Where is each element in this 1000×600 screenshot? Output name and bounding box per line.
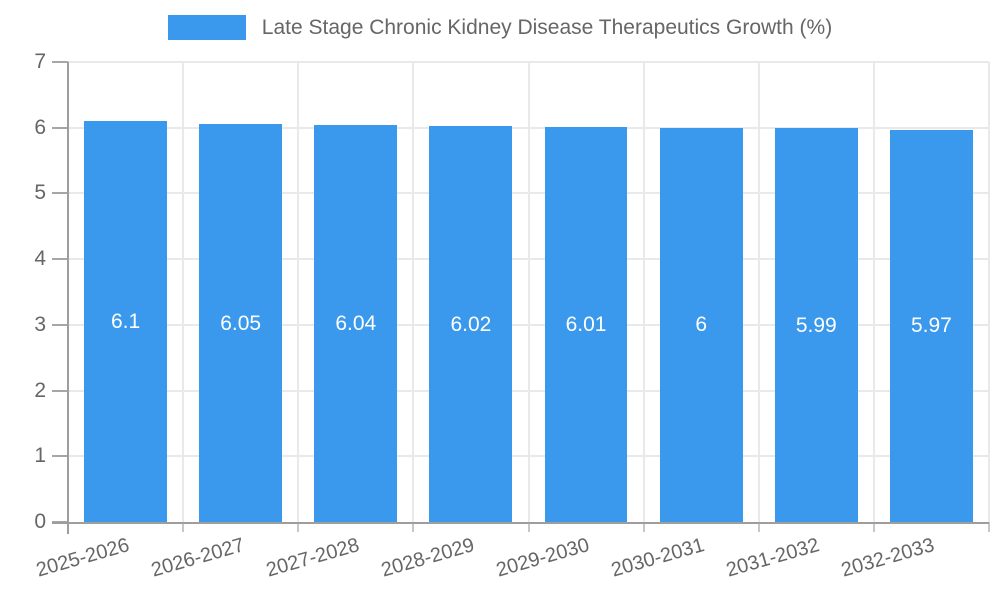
x-tick-label: 2031-2032 bbox=[724, 534, 823, 582]
bar-value-label: 5.97 bbox=[910, 314, 952, 338]
y-axis-tick bbox=[52, 258, 68, 261]
x-axis-tick bbox=[988, 522, 990, 532]
x-axis-tick bbox=[757, 522, 760, 532]
gridline-vertical bbox=[642, 62, 645, 522]
gridline-vertical bbox=[872, 62, 875, 522]
bar-value-label: 6.05 bbox=[220, 311, 262, 335]
x-tick-label: 2029-2030 bbox=[493, 534, 592, 582]
gridline-vertical bbox=[988, 62, 990, 522]
x-axis-tick bbox=[872, 522, 875, 532]
bar: 6.02 bbox=[429, 126, 513, 522]
x-tick-label: 2025-2026 bbox=[33, 534, 132, 582]
y-tick-label: 0 bbox=[34, 510, 46, 534]
gridline-vertical bbox=[527, 62, 530, 522]
y-axis-tick bbox=[52, 126, 68, 129]
x-axis-line bbox=[52, 522, 989, 524]
bar: 6.04 bbox=[314, 125, 398, 522]
x-tick-label: 2026-2027 bbox=[148, 534, 247, 582]
y-axis-tick bbox=[52, 323, 68, 326]
y-tick-label: 3 bbox=[34, 312, 46, 336]
bar-value-label: 6 bbox=[695, 313, 708, 337]
bar: 6 bbox=[659, 127, 743, 522]
y-tick-label: 7 bbox=[34, 50, 46, 74]
x-tick-label: 2028-2029 bbox=[378, 534, 477, 582]
bar-value-label: 6.04 bbox=[335, 312, 377, 336]
gridline-vertical bbox=[757, 62, 760, 522]
x-axis-tick bbox=[412, 522, 415, 532]
x-tick-label: 2030-2031 bbox=[608, 534, 707, 582]
y-axis-tick bbox=[52, 389, 68, 392]
x-axis-tick bbox=[297, 522, 300, 532]
y-tick-label: 5 bbox=[34, 181, 46, 205]
x-axis-tick bbox=[642, 522, 645, 532]
x-tick-label: 2027-2028 bbox=[263, 534, 362, 582]
bar: 5.97 bbox=[889, 129, 973, 522]
chart-legend-item[interactable]: Late Stage Chronic Kidney Disease Therap… bbox=[0, 15, 1000, 40]
gridline-vertical bbox=[297, 62, 300, 522]
y-tick-label: 1 bbox=[34, 444, 46, 468]
plot-area: 0 1 2 3 4 5 6 7 6.1 2025-2026 6.05 2026-2027 6.04 202… bbox=[33, 51, 990, 582]
bar: 6.1 bbox=[84, 121, 167, 522]
y-axis-tick bbox=[52, 192, 68, 195]
y-tick-label: 4 bbox=[34, 247, 46, 271]
x-axis-tick bbox=[527, 522, 530, 532]
y-axis-tick bbox=[52, 61, 68, 63]
bar-value-label: 5.99 bbox=[795, 313, 837, 337]
bar-value-label: 6.02 bbox=[450, 312, 492, 336]
legend-label: Late Stage Chronic Kidney Disease Therap… bbox=[261, 15, 833, 39]
bar-value-label: 6.01 bbox=[565, 313, 607, 337]
y-tick-label: 2 bbox=[34, 378, 46, 402]
legend-swatch bbox=[167, 15, 246, 40]
y-axis-tick bbox=[52, 455, 68, 458]
x-tick-label: 2032-2033 bbox=[839, 534, 938, 582]
bar: 6.05 bbox=[199, 124, 283, 522]
gridline-vertical bbox=[412, 62, 415, 522]
y-axis-line bbox=[67, 62, 69, 534]
x-axis-tick bbox=[182, 522, 185, 532]
bar: 6.01 bbox=[544, 127, 628, 522]
bar-value-label: 6.1 bbox=[110, 310, 141, 334]
gridline-vertical bbox=[182, 62, 185, 522]
y-tick-label: 6 bbox=[34, 115, 46, 139]
bar: 5.99 bbox=[774, 128, 858, 522]
